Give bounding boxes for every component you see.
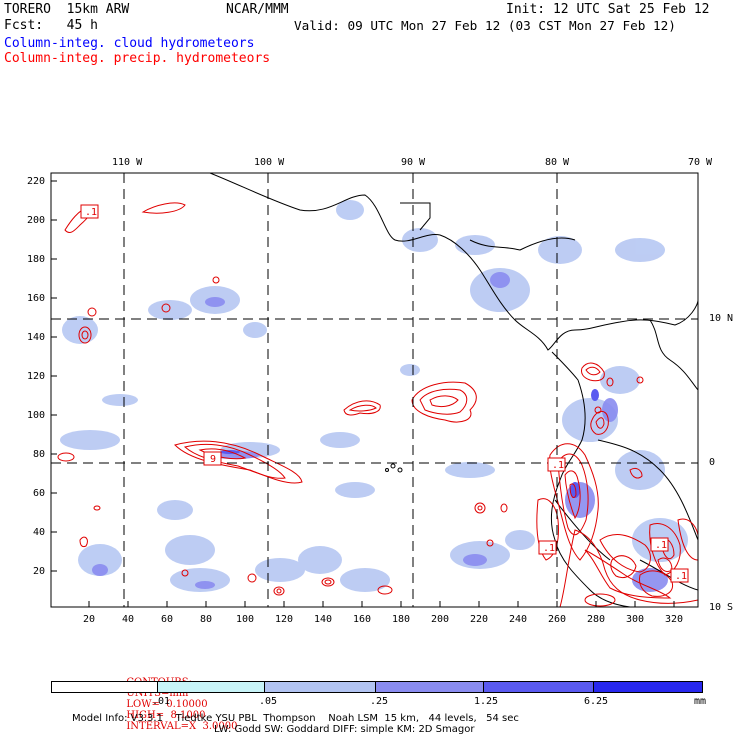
x-tick-label: 100: [236, 614, 255, 625]
center-name: NCAR/MMM: [226, 2, 289, 17]
y-tick-label: 220: [27, 176, 46, 187]
y-tick-label: 20: [33, 566, 46, 577]
x-tick-label: 280: [587, 614, 606, 625]
y-tick-label: 40: [33, 527, 46, 538]
contour-label: .1: [655, 540, 667, 551]
y-tick-label: 120: [27, 371, 46, 382]
contour-label: .1: [543, 543, 555, 554]
lon-label: 110 W: [112, 157, 143, 168]
y-tick-label: 160: [27, 293, 46, 304]
legend-level: 1.25: [474, 696, 499, 707]
y-tick-label: 180: [27, 254, 46, 265]
lat-label: 0: [709, 457, 716, 468]
contour-info-interval: INTERVAL=X 3.0000: [126, 721, 238, 732]
legend-frame: [51, 681, 703, 693]
x-tick-label: 320: [665, 614, 684, 625]
x-tick-label: 140: [314, 614, 333, 625]
legend-swatch: [376, 681, 484, 692]
axis-ticks: [51, 180, 675, 607]
legend-swatch: [51, 681, 158, 692]
x-tick-label: 120: [275, 614, 294, 625]
contour-label: .1: [85, 207, 97, 218]
lat-lon-grid: [51, 173, 698, 607]
coastlines: [209, 173, 698, 607]
x-tick-label: 60: [161, 614, 174, 625]
contour-label-boxes: [80, 204, 689, 583]
model-title: TORERO 15km ARW: [4, 2, 130, 17]
x-tick-label: 240: [509, 614, 528, 625]
contour-info-units: UNITS=mm: [126, 688, 189, 699]
lat-label: 10 S: [709, 602, 734, 613]
legend-unit: mm: [694, 696, 707, 707]
field-cloud-title: Column-integ. cloud hydrometeors: [4, 36, 255, 51]
y-tick-label: 140: [27, 332, 46, 343]
contour-label-texts: .1 9 .1 .1 .1 .1: [85, 207, 687, 582]
contour-label: .1: [675, 571, 687, 582]
model-physics: LW: Godd SW: Goddard DIFF: simple KM: 2D…: [214, 724, 475, 735]
lon-label: 100 W: [254, 157, 285, 168]
legend-level: 6.25: [584, 696, 609, 707]
contour-info-low: LOW= 0.10000: [126, 699, 208, 710]
lat-label: 10 N: [709, 313, 734, 324]
plot-frame: [50, 172, 699, 608]
x-tick-label: 300: [626, 614, 645, 625]
x-tick-label: 260: [548, 614, 567, 625]
x-tick-label: 20: [83, 614, 96, 625]
legend-swatch: [158, 681, 265, 692]
x-tick-label: 160: [353, 614, 372, 625]
legend-swatch: [484, 681, 594, 692]
legend-level: .25: [370, 696, 389, 707]
y-tick-label: 80: [33, 449, 46, 460]
lon-label: 80 W: [545, 157, 570, 168]
contour-info-high: HIGH= 8.1000: [126, 710, 206, 721]
valid-time: Valid: 09 UTC Mon 27 Feb 12 (03 CST Mon …: [294, 18, 676, 33]
model-info: Model Info: V3.3.1 Tiedtke YSU PBL Thomp…: [72, 713, 519, 724]
contour-label: 9: [210, 454, 216, 465]
forecast-hour: Fcst: 45 h: [4, 18, 98, 33]
x-tick-label: 200: [431, 614, 450, 625]
lon-label: 90 W: [401, 157, 426, 168]
x-tick-label: 80: [200, 614, 213, 625]
contour-label: .1: [552, 460, 564, 471]
y-tick-label: 60: [33, 488, 46, 499]
legend-level: .01: [152, 696, 171, 707]
x-tick-label: 220: [470, 614, 489, 625]
lon-label: 70 W: [688, 157, 713, 168]
cloud-hydrometeor-fill: [60, 200, 688, 592]
legend-swatch: [594, 681, 703, 692]
x-tick-label: 180: [392, 614, 411, 625]
y-tick-label: 200: [27, 215, 46, 226]
init-time: Init: 12 UTC Sat 25 Feb 12: [506, 2, 710, 17]
y-tick-label: 100: [27, 410, 46, 421]
legend-swatch: [265, 681, 376, 692]
x-tick-label: 40: [122, 614, 135, 625]
legend-level: .05: [259, 696, 278, 707]
field-precip-title: Column-integ. precip. hydrometeors: [4, 51, 271, 66]
